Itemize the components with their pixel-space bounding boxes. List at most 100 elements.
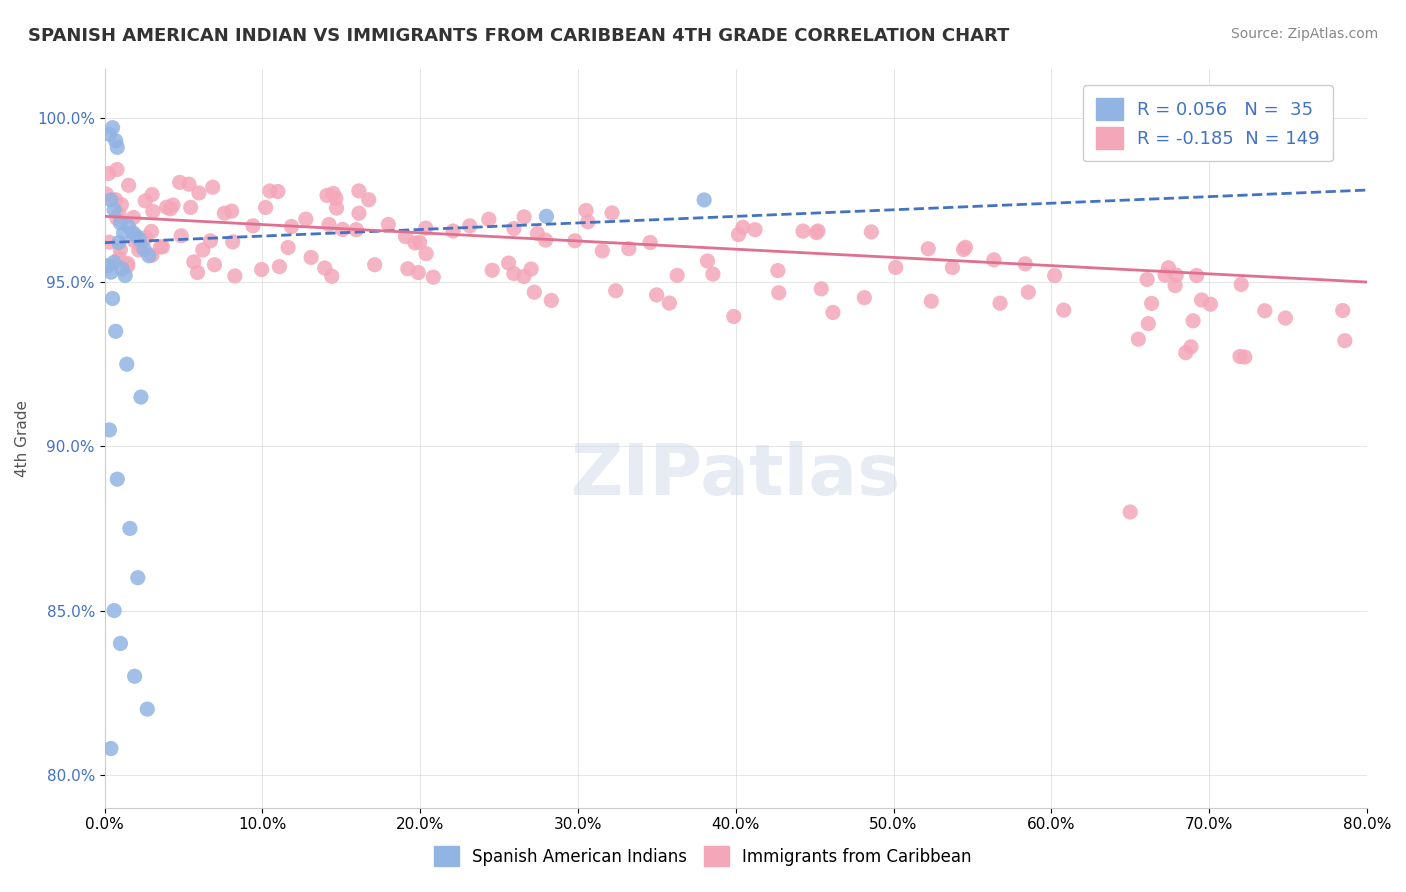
Point xyxy=(332,222,354,236)
Point xyxy=(104,324,127,338)
Point xyxy=(1157,260,1180,275)
Point xyxy=(316,188,339,202)
Point xyxy=(269,260,291,274)
Point xyxy=(1174,345,1197,359)
Point xyxy=(322,186,344,201)
Point xyxy=(100,265,122,279)
Point xyxy=(1119,505,1142,519)
Point xyxy=(645,288,668,302)
Point xyxy=(122,211,145,225)
Point xyxy=(104,193,127,207)
Point xyxy=(136,702,159,716)
Point xyxy=(702,267,724,281)
Point xyxy=(104,134,127,148)
Point xyxy=(1274,311,1296,326)
Point xyxy=(204,258,226,272)
Point xyxy=(810,282,832,296)
Point xyxy=(658,296,681,310)
Point xyxy=(1331,303,1354,318)
Point xyxy=(377,218,399,232)
Point xyxy=(744,222,766,236)
Point xyxy=(325,191,347,205)
Point xyxy=(723,310,745,324)
Point xyxy=(502,267,524,281)
Point xyxy=(259,184,281,198)
Point xyxy=(122,234,145,248)
Point xyxy=(605,284,627,298)
Point xyxy=(224,268,246,283)
Point xyxy=(183,255,205,269)
Point xyxy=(149,240,172,254)
Point xyxy=(191,243,214,257)
Point xyxy=(1166,268,1188,282)
Point xyxy=(1014,257,1036,271)
Point xyxy=(406,266,429,280)
Point xyxy=(101,120,124,135)
Point xyxy=(498,256,520,270)
Point xyxy=(534,233,557,247)
Point xyxy=(481,263,503,277)
Point xyxy=(122,226,145,240)
Point xyxy=(250,262,273,277)
Point xyxy=(1053,303,1076,318)
Point xyxy=(1136,272,1159,286)
Point xyxy=(920,294,942,309)
Point xyxy=(108,235,131,250)
Point xyxy=(523,285,546,300)
Point xyxy=(110,197,132,211)
Point xyxy=(1254,303,1277,318)
Point xyxy=(110,216,132,230)
Point xyxy=(860,225,883,239)
Point xyxy=(638,235,661,250)
Point xyxy=(325,201,347,215)
Point xyxy=(180,201,202,215)
Point xyxy=(357,193,380,207)
Point xyxy=(1180,340,1202,354)
Point xyxy=(111,261,134,276)
Point xyxy=(267,185,290,199)
Point xyxy=(162,198,184,212)
Point xyxy=(513,210,536,224)
Point xyxy=(600,206,623,220)
Text: Source: ZipAtlas.com: Source: ZipAtlas.com xyxy=(1230,27,1378,41)
Point xyxy=(170,228,193,243)
Point xyxy=(576,215,599,229)
Point xyxy=(884,260,907,275)
Point xyxy=(129,390,152,404)
Point xyxy=(100,193,122,207)
Point xyxy=(766,263,789,277)
Point xyxy=(222,235,245,249)
Point xyxy=(299,251,322,265)
Y-axis label: 4th Grade: 4th Grade xyxy=(15,400,30,476)
Point xyxy=(114,268,136,283)
Point xyxy=(117,256,139,270)
Point xyxy=(105,140,128,154)
Point xyxy=(138,249,160,263)
Point xyxy=(127,571,149,585)
Point xyxy=(1043,268,1066,283)
Point xyxy=(792,224,814,238)
Point xyxy=(952,243,974,257)
Point xyxy=(177,178,200,192)
Point xyxy=(363,258,385,272)
Point xyxy=(254,201,277,215)
Point xyxy=(415,221,437,235)
Point xyxy=(169,175,191,189)
Point xyxy=(105,211,128,226)
Point xyxy=(520,262,543,277)
Point xyxy=(1182,314,1205,328)
Point xyxy=(404,235,426,250)
Point xyxy=(591,244,613,258)
Point xyxy=(155,200,177,214)
Point xyxy=(128,232,150,246)
Point xyxy=(1230,277,1253,292)
Point xyxy=(117,219,139,234)
Point xyxy=(98,423,121,437)
Point xyxy=(242,219,264,233)
Point xyxy=(941,260,963,275)
Point xyxy=(98,235,121,249)
Point xyxy=(98,127,121,141)
Legend: R = 0.056   N =  35, R = -0.185  N = 149: R = 0.056 N = 35, R = -0.185 N = 149 xyxy=(1083,85,1333,161)
Point xyxy=(955,240,977,254)
Point xyxy=(118,521,141,535)
